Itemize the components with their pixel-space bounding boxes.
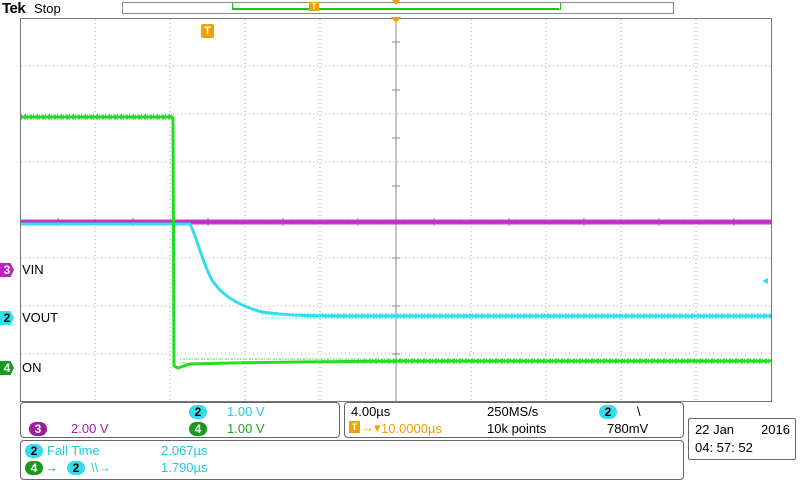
record-window-indicator [232,8,559,9]
record-length: 10k points [487,421,547,436]
ch3-scale: 2.00 V [71,421,109,436]
trace-vout [21,222,771,318]
horizontal-trigger-panel[interactable]: 4.00µs 250MS/s 2 \ T →▾ 10.0000µs 10k po… [344,402,684,438]
time-per-div: 4.00µs [351,404,391,419]
meas2-target-badge: 2 [67,461,85,475]
ch2-scale: 1.00 V [227,404,265,419]
ch4-scale: 1.00 V [227,421,265,436]
trace-on [21,115,771,370]
ch2-label: VOUT [22,310,59,325]
record-position-marker-icon [392,0,400,5]
record-window-bracket [232,3,561,10]
meas2-edge-icon: \\→ [91,460,112,475]
trigger-position-badge-icon: T [349,421,360,433]
ch2-ground-marker[interactable]: 2 [0,311,14,325]
date-day: 22 Jan [695,422,735,437]
trigger-position-time: 10.0000µs [381,421,442,436]
measurements-panel[interactable]: 2 Fall Time 2.067µs 4 → 2 \\→ 1.790µs [20,440,684,480]
trigger-slope-icon: \ [637,404,641,419]
meas1-value: 2.067µs [161,443,208,458]
status-bar: Tek Stop T [0,0,800,18]
grid-dots [21,19,771,401]
sample-rate: 250MS/s [487,404,539,419]
ch3-badge: 3 [29,422,47,436]
ch3-label: VIN [22,262,44,277]
acquisition-status[interactable]: Stop [34,1,61,16]
vertical-scale-panel[interactable]: 2 1.00 V 3 2.00 V 4 1.00 V [20,402,340,438]
time: 04: 57: 52 [695,440,753,455]
ch3-ground-marker[interactable]: 3 [0,263,14,277]
meas2-arrow-icon: → [45,460,58,475]
trigger-source-badge: 2 [599,405,617,419]
datetime-panel: 22 Jan 2016 04: 57: 52 [688,418,796,460]
meas2-source-badge: 4 [25,461,43,475]
date-year: 2016 [761,422,790,437]
expansion-point-icon[interactable] [391,17,401,23]
trigger-arrow-icon: →▾ [361,420,381,435]
ch4-badge: 4 [189,422,207,436]
meas2-value: 1.790µs [161,460,208,475]
ch4-label: ON [22,360,42,375]
trigger-level: 780mV [607,421,649,436]
trigger-level-marker-icon [762,278,768,284]
trigger-position-icon[interactable]: T [201,24,214,38]
meas1-source-badge: 2 [25,444,43,458]
meas1-name: Fall Time [47,443,100,458]
ch2-badge: 2 [189,405,207,419]
record-trigger-icon: T [309,2,319,11]
ch4-ground-marker[interactable]: 4 [0,361,14,375]
brand-logo: Tek [2,0,26,17]
